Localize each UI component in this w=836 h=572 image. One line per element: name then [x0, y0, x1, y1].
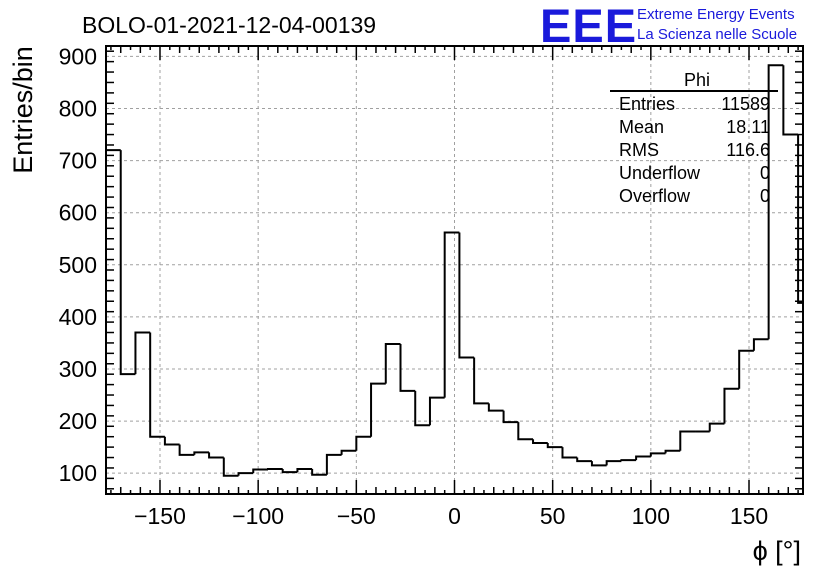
stats-row-value: 0	[760, 163, 770, 183]
histogram-bin	[414, 390, 430, 427]
stats-row-label: Overflow	[619, 186, 691, 206]
stats-box: Phi Entries 11589 Mean 18.11 RMS 116.6 Underfl…	[610, 70, 778, 206]
histogram-bin	[119, 150, 136, 376]
chart-title: BOLO-01-2021-12-04-00139	[82, 12, 376, 38]
histogram-bin	[782, 65, 799, 136]
histogram-bin	[708, 422, 725, 432]
eee-logo-mark: EEE	[540, 0, 637, 52]
stats-row-label: RMS	[619, 140, 659, 160]
x-tick-label: 0	[448, 503, 461, 529]
logo-line-2: La Scienza nelle Scuole	[637, 26, 797, 43]
histogram-bin	[281, 468, 298, 474]
histogram-bin	[635, 455, 651, 461]
x-tick-label: 50	[540, 503, 566, 529]
histogram-bin	[237, 472, 254, 476]
y-tick-label: 700	[59, 148, 97, 174]
y-tick-label: 300	[59, 356, 97, 382]
logo-line-1: Extreme Energy Events	[637, 6, 795, 23]
histogram-bin	[487, 403, 504, 412]
histogram-bin	[473, 357, 489, 405]
histogram-bin	[325, 453, 342, 475]
grid-lines	[106, 46, 803, 494]
histogram-bin	[664, 449, 681, 454]
stats-row-label: Entries	[619, 94, 675, 114]
stats-row-value: 11589	[721, 94, 770, 114]
histogram-bin	[723, 387, 740, 424]
y-tick-labels: 100 200 300 400 500 600 700 800 900	[59, 43, 97, 486]
eee-logo: EEE Extreme Energy Events La Scienza nel…	[540, 0, 797, 52]
histogram-bin	[178, 444, 195, 456]
stats-row-value: 116.6	[726, 140, 770, 160]
histogram-bin	[752, 338, 769, 351]
x-tick-label: −100	[232, 503, 284, 529]
x-tick-label: −150	[134, 503, 186, 529]
histogram-bin	[517, 422, 534, 441]
histogram-bin	[605, 460, 622, 466]
histogram-bin	[208, 452, 224, 459]
y-tick-label: 200	[59, 408, 97, 434]
histogram-bin	[590, 461, 607, 467]
histogram-bin	[738, 349, 754, 389]
histogram-bin	[163, 436, 180, 446]
x-tick-label: 150	[730, 503, 768, 529]
y-tick-label: 400	[59, 304, 97, 330]
y-tick-label: 500	[59, 252, 97, 278]
histogram-bin	[576, 457, 592, 463]
stats-row-label: Mean	[619, 117, 664, 137]
histogram-bin	[355, 435, 372, 451]
y-tick-label: 900	[59, 43, 97, 69]
histogram-bin	[458, 232, 475, 359]
histogram-bin	[266, 467, 283, 470]
histogram-bin	[649, 452, 666, 457]
histogram-bin	[134, 331, 151, 375]
histogram-bin	[561, 447, 578, 459]
y-tick-label: 600	[59, 200, 97, 226]
histogram-bin	[502, 410, 519, 424]
histogram-bin	[311, 468, 327, 476]
histogram-bin	[384, 342, 401, 384]
x-tick-labels: −150 −100 −50 0 50 100 150	[134, 503, 768, 529]
stats-row-value: 18.11	[726, 117, 770, 137]
histogram-bin	[443, 231, 460, 398]
histogram-bin	[252, 468, 268, 474]
histogram-series	[105, 64, 804, 494]
histogram-bin	[193, 451, 210, 455]
histogram-bin	[546, 442, 563, 449]
x-tick-label: −50	[337, 503, 376, 529]
stats-rows: Entries 11589 Mean 18.11 RMS 116.6 Underflow 0 O…	[619, 94, 770, 206]
histogram-bin	[428, 396, 445, 426]
y-tick-label: 100	[59, 460, 97, 486]
histogram-bin	[296, 467, 313, 473]
stats-row-value: 0	[760, 186, 770, 206]
histogram-bin	[340, 449, 357, 455]
histogram-bin	[149, 332, 165, 438]
histogram-bin	[370, 382, 386, 437]
histogram-bin	[532, 439, 548, 444]
stats-row-label: Underflow	[619, 163, 701, 183]
axis-ticks	[106, 46, 803, 494]
histogram-bin	[222, 457, 239, 477]
x-tick-label: 100	[632, 503, 670, 529]
y-tick-label: 800	[59, 96, 97, 122]
stats-title: Phi	[684, 70, 710, 90]
histogram-bin	[679, 430, 696, 451]
histogram-bin	[399, 343, 416, 392]
histogram-bin	[620, 459, 637, 462]
x-axis-title: ϕ [°]	[753, 536, 801, 566]
histogram-bin	[767, 64, 784, 340]
y-axis-title: Entries/bin	[8, 46, 38, 174]
